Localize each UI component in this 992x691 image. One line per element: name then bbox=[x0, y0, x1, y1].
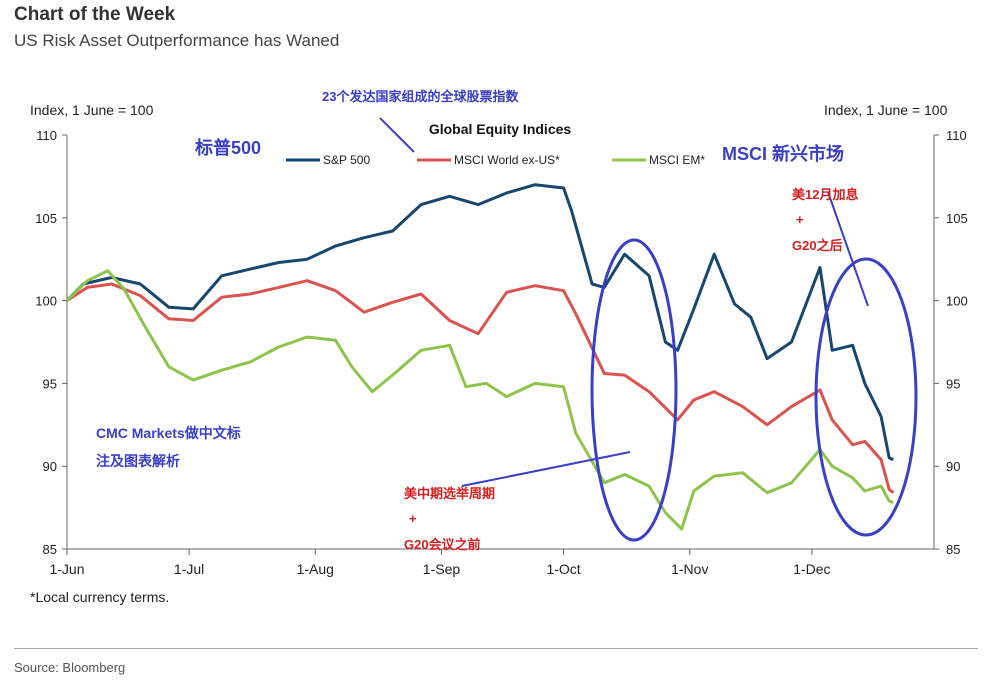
annotation-layer: 23个发达国家组成的全球股票指数 标普500 MSCI 新兴市场 CMC Mar… bbox=[96, 89, 918, 552]
after-g20-pointer bbox=[827, 191, 869, 307]
series-line bbox=[65, 183, 894, 461]
y-tick-label-right: 110 bbox=[946, 128, 967, 143]
page-title: Chart of the Week bbox=[14, 4, 176, 25]
y-tick-label-left: 90 bbox=[43, 459, 57, 474]
x-tick-label: 1-Jun bbox=[49, 561, 84, 577]
legend-label: S&P 500 bbox=[323, 153, 370, 167]
x-tick-label: 1-Aug bbox=[297, 561, 334, 577]
y-tick-label-right: 85 bbox=[946, 542, 960, 557]
legend-label: MSCI EM* bbox=[649, 153, 705, 167]
before-g20-line2: + bbox=[409, 511, 417, 526]
chart-series bbox=[65, 183, 895, 531]
page-subtitle: US Risk Asset Outperformance has Waned bbox=[14, 31, 340, 50]
top-note-label: 23个发达国家组成的全球股票指数 bbox=[322, 89, 519, 104]
oct-highlight-ellipse bbox=[590, 238, 678, 542]
sp500-cn-label: 标普500 bbox=[194, 137, 261, 158]
chart-title: Global Equity Indices bbox=[429, 121, 572, 137]
y-tick-label-right: 90 bbox=[946, 459, 960, 474]
source-note: Source: Bloomberg bbox=[14, 660, 126, 675]
cmc-label-line2: 注及图表解析 bbox=[96, 453, 180, 469]
top-note-pointer bbox=[379, 117, 415, 153]
after-g20-line1: 美12月加息 bbox=[792, 187, 858, 202]
y-tick-label-right: 100 bbox=[946, 294, 968, 309]
y-tick-label-left: 85 bbox=[43, 542, 57, 557]
y-tick-label-right: 95 bbox=[946, 376, 960, 391]
y-tick-label-left: 105 bbox=[35, 211, 57, 226]
x-tick-label: 1-Nov bbox=[671, 561, 708, 577]
footnote: *Local currency terms. bbox=[30, 589, 170, 605]
after-g20-line3: G20之后 bbox=[792, 238, 843, 253]
source-divider bbox=[14, 648, 978, 649]
left-axis-note: Index, 1 June = 100 bbox=[30, 102, 154, 118]
y-tick-label-right: 105 bbox=[946, 211, 968, 226]
x-tick-label: 1-Sep bbox=[423, 561, 461, 577]
dec-highlight-ellipse bbox=[814, 257, 918, 537]
series-line bbox=[66, 279, 895, 494]
x-tick-label: 1-Dec bbox=[793, 561, 830, 577]
msci-em-cn-label: MSCI 新兴市场 bbox=[722, 143, 844, 164]
after-g20-line2: + bbox=[796, 212, 804, 227]
cmc-label-line1: CMC Markets做中文标 bbox=[96, 425, 241, 441]
right-axis-note: Index, 1 June = 100 bbox=[824, 102, 948, 118]
series-line bbox=[65, 269, 894, 531]
y-tick-label-left: 95 bbox=[43, 376, 57, 391]
legend-label: MSCI World ex-US* bbox=[454, 153, 560, 167]
before-g20-pointer bbox=[461, 451, 631, 487]
before-g20-line3: G20会议之前 bbox=[404, 537, 481, 552]
chart-axes: 85 85 90 90 95 95 100 100 105 105 110 110 1-Jun 1-Jul… bbox=[35, 128, 967, 577]
before-g20-line1: 美中期选举周期 bbox=[404, 486, 495, 501]
x-tick-label: 1-Jul bbox=[174, 561, 204, 577]
y-tick-label-left: 110 bbox=[36, 128, 57, 143]
x-tick-label: 1-Oct bbox=[546, 561, 580, 577]
y-tick-label-left: 100 bbox=[35, 294, 57, 309]
chart-legend: S&P 500 MSCI World ex-US* MSCI EM* bbox=[286, 153, 705, 167]
